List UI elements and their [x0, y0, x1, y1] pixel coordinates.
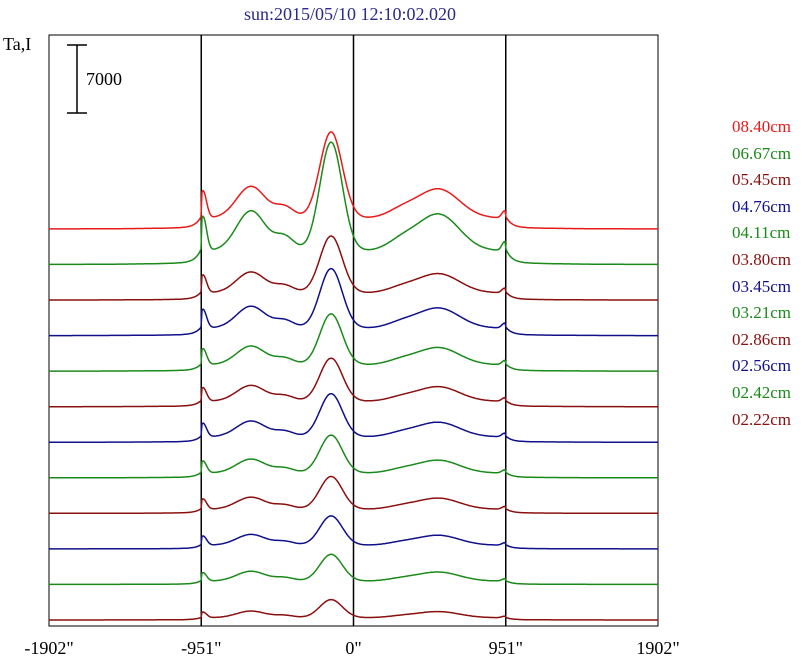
legend-entry: 03.21cm: [732, 303, 792, 323]
y-axis-label: Ta,I: [3, 34, 32, 54]
series-line-04.11cm: [49, 313, 658, 372]
series-line-05.45cm: [49, 235, 658, 301]
x-tick-label: -1902": [24, 638, 73, 658]
series-line-02.56cm: [49, 515, 658, 550]
x-tick-label: 1902": [636, 638, 679, 658]
series-line-03.45cm: [49, 392, 658, 443]
series-line-02.86cm: [49, 475, 658, 515]
series-line-04.76cm: [49, 267, 658, 337]
series-line-06.67cm: [49, 141, 658, 266]
series-line-03.21cm: [49, 434, 658, 479]
x-tick-label: 0": [345, 638, 361, 658]
x-tick-label: -951": [181, 638, 221, 658]
legend-entry: 04.11cm: [732, 223, 791, 243]
x-tick-label: 951": [489, 638, 523, 658]
series-line-08.40cm: [49, 131, 658, 230]
scale-bar-label: 7000: [86, 69, 122, 89]
legend-entry: 08.40cm: [732, 117, 792, 136]
legend-entry: 03.80cm: [732, 250, 792, 269]
series-line-02.42cm: [49, 553, 658, 586]
legend-entry: 02.56cm: [732, 356, 792, 376]
series-line-03.80cm: [49, 357, 658, 408]
legend-entry: 04.76cm: [732, 196, 792, 216]
legend-entry: 03.45cm: [732, 276, 792, 296]
legend-entry: 06.67cm: [732, 143, 792, 163]
legend-entry: 02.42cm: [732, 383, 792, 402]
legend-entry: 05.45cm: [732, 170, 792, 190]
scale-bar: 7000: [67, 44, 122, 114]
chart-title: sun:2015/05/10 12:10:02.020: [243, 4, 456, 24]
series-line-02.22cm: [49, 598, 658, 621]
legend-entry: 02.22cm: [732, 409, 792, 429]
legend-entry: 02.86cm: [732, 329, 792, 349]
